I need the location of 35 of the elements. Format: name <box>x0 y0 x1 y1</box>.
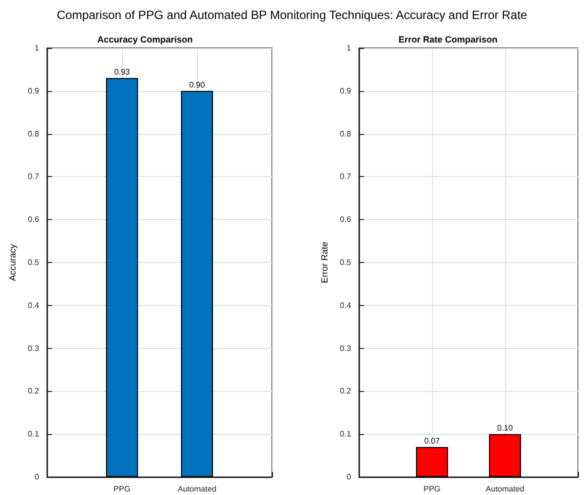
text: Comparison of PPG and Automated BP Monitoring Techniques: Accuracy and Error Rate <box>56 8 528 22</box>
y-tick-label: 0 <box>34 472 40 482</box>
x-tick-label: PPG <box>114 484 130 494</box>
y-tick-label: 0.2 <box>28 386 40 396</box>
y-tick-label: 0.8 <box>28 129 40 138</box>
y-tick-label: 1 <box>34 44 40 52</box>
y-tick-label: 0.1 <box>28 430 40 439</box>
y-tick-label: 1 <box>346 44 352 52</box>
data-label: 0.10 <box>497 424 514 433</box>
y-tick-label: 0.3 <box>340 344 352 353</box>
y-tick-label: 0.4 <box>340 300 352 310</box>
chart-title: Error Rate Comparison <box>398 34 498 44</box>
y-tick-label: 0.1 <box>340 430 352 439</box>
y-tick-label: 0.7 <box>340 172 352 182</box>
x-tick-label: Automated <box>486 484 524 494</box>
data-label: 0.93 <box>114 68 130 77</box>
y-tick-label: 0.7 <box>28 172 40 182</box>
y-tick-label: 0.9 <box>340 86 352 96</box>
y-tick-label: 0.6 <box>28 215 40 224</box>
x-tick-label: PPG <box>424 484 440 494</box>
y-tick-label: 0.8 <box>340 129 352 138</box>
y-tick-label: 0 <box>346 472 352 482</box>
y-tick-label: 0.4 <box>28 300 40 310</box>
y-tick-label: 0.5 <box>340 258 352 267</box>
y-axis-title: Accuracy <box>8 243 18 282</box>
y-tick-label: 0.3 <box>28 344 40 353</box>
data-label: 0.90 <box>189 80 206 90</box>
chart-title: Accuracy Comparison <box>97 34 193 44</box>
y-tick-label: 0.9 <box>28 86 40 96</box>
y-tick-label: 0.5 <box>28 258 40 267</box>
x-tick-label: Automated <box>178 484 216 494</box>
data-label: 0.07 <box>424 436 440 446</box>
y-tick-label: 0.2 <box>340 386 352 396</box>
y-tick-label: 0.6 <box>340 215 352 224</box>
y-axis-title: Error Rate <box>320 242 330 284</box>
